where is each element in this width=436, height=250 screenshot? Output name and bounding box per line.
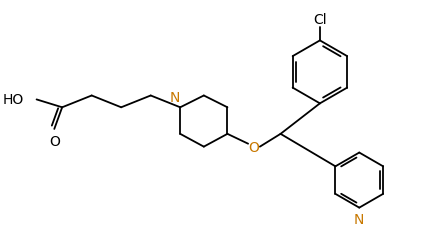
Text: HO: HO [3,93,24,107]
Text: N: N [170,91,181,105]
Text: N: N [354,212,364,226]
Text: O: O [249,140,259,154]
Text: Cl: Cl [313,13,327,27]
Text: O: O [49,134,60,148]
